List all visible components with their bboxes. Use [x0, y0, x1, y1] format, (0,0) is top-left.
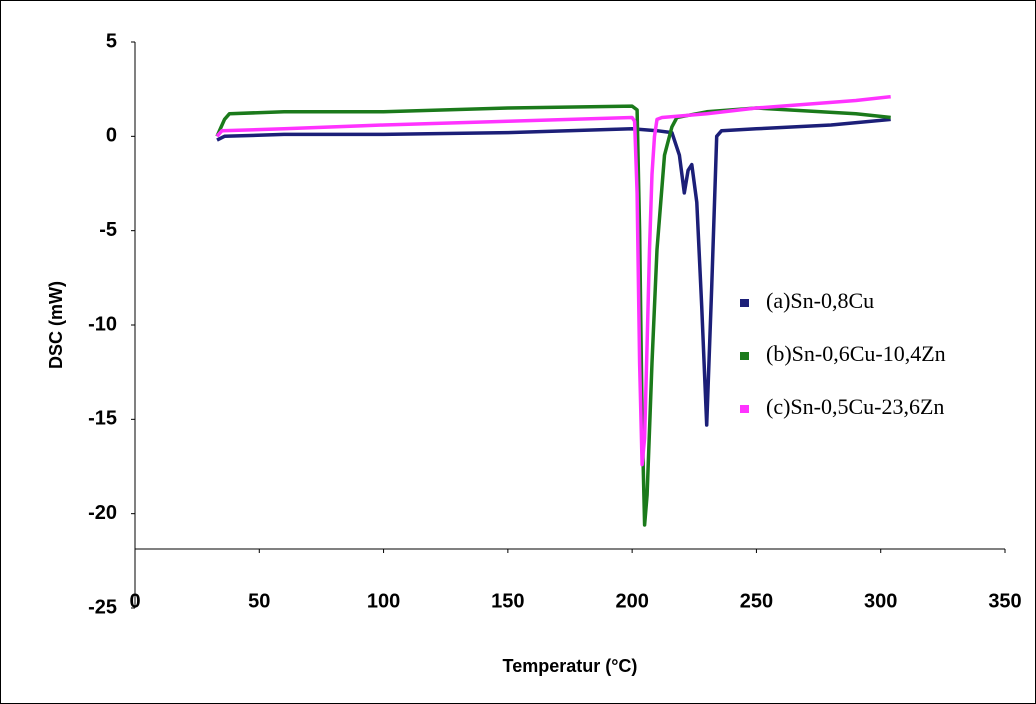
y-axis-title: DSC (mW)	[46, 281, 66, 369]
y-tick-label: -10	[88, 313, 117, 335]
series-line	[216, 117, 891, 427]
series-line	[215, 94, 891, 467]
y-tick-label: -20	[88, 502, 117, 524]
x-tick-label: 350	[988, 590, 1021, 612]
y-tick-label: -5	[99, 219, 117, 241]
x-tick-label: 50	[248, 590, 270, 612]
legend-swatch	[740, 352, 749, 360]
x-tick-label: 250	[740, 590, 773, 612]
legend-swatch	[740, 299, 749, 307]
x-tick-label: 200	[615, 590, 648, 612]
legend-label: (c)Sn-0,5Cu-23,6Zn	[766, 394, 944, 419]
x-tick-label: 0	[129, 590, 140, 612]
legend-label: (b)Sn-0,6Cu-10,4Zn	[766, 341, 946, 366]
y-tick-label: 0	[106, 125, 117, 147]
legend-label: (a)Sn-0,8Cu	[766, 288, 874, 313]
y-tick-label: -15	[88, 408, 117, 430]
x-tick-label: 150	[491, 590, 524, 612]
x-tick-label: 300	[864, 590, 897, 612]
legend-swatch	[740, 405, 749, 413]
y-tick-label: -25	[88, 596, 117, 618]
x-tick-label: 100	[367, 590, 400, 612]
y-tick-label: 5	[106, 30, 117, 52]
x-axis-title: Temperatur (°C)	[503, 656, 638, 676]
